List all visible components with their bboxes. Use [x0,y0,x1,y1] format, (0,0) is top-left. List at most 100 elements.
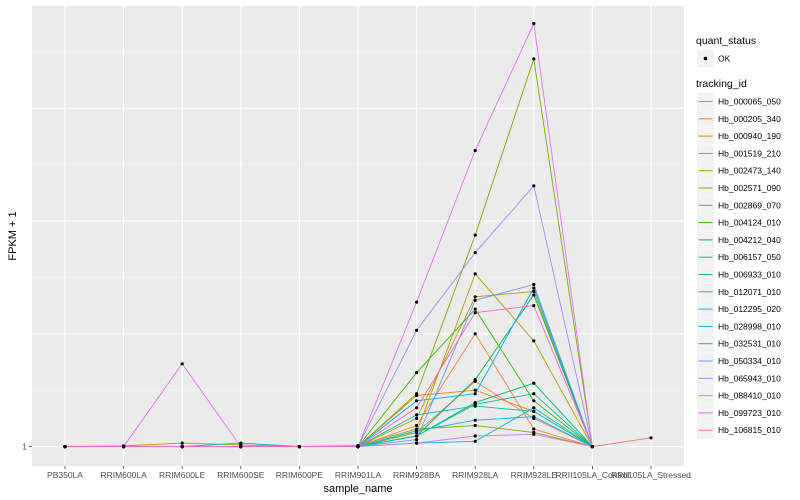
legend-tracking-items: Hb_000065_050 Hb_000205_340 Hb_000940_190 H… [697,93,781,439]
data-point [297,445,301,449]
data-point [473,378,477,382]
data-point [180,441,184,445]
data-point [473,404,477,408]
data-point [180,362,184,366]
legend-label-hb-002571-090: Hb_002571_090 [718,183,781,193]
legend-label-hb-001519-210: Hb_001519_210 [718,148,781,158]
data-point [473,311,477,315]
x-tick-label: RRIM928BA [393,470,441,480]
data-point [532,427,536,431]
x-axis: PB350LA RRIM600LA RRIM600LE RRIM600SE RRIM60… [47,466,691,480]
legend-label-hb-006933-010: Hb_006933_010 [718,270,781,280]
legend-label-hb-000940-190: Hb_000940_190 [718,131,781,141]
data-point [532,304,536,308]
data-point [473,272,477,276]
legend-label-hb-050334-010: Hb_050334_010 [718,356,781,366]
data-point [415,441,419,445]
data-point [63,445,67,449]
x-tick-label: RRIM600LE [159,470,206,480]
data-point [649,436,653,440]
x-tick-label: RRII105LA_Stressed [611,470,691,480]
data-point [532,339,536,343]
data-point [532,184,536,188]
data-point [473,298,477,302]
data-point [122,445,126,449]
series-line-hb-002571-090 [64,425,593,448]
data-point [473,434,477,438]
data-point [532,22,536,26]
data-point [415,434,419,438]
data-point [473,307,477,311]
data-point [473,233,477,237]
legend-label-hb-002869-070: Hb_002869_070 [718,200,781,210]
data-point [532,293,536,297]
data-point [473,423,477,428]
data-point [532,399,536,403]
legend-label-hb-032531-010: Hb_032531_010 [718,339,781,349]
legend-label-hb-002473-140: Hb_002473_140 [718,166,781,176]
y-tick-label: 1 [22,442,27,452]
legend-tracking-title: tracking_id [696,78,747,90]
legend-label-hb-000205-340: Hb_000205_340 [718,114,781,124]
x-axis-title: sample_name [323,483,392,495]
legend-label-hb-099723-010: Hb_099723_010 [718,408,781,418]
data-point [415,328,419,332]
series-line-hb-106815-010 [65,305,593,448]
data-point [532,282,536,287]
y-axis: 1 [22,442,32,452]
data-point [532,415,536,419]
data-point [532,406,536,410]
legend-label-hb-004124-010: Hb_004124_010 [718,218,781,228]
data-point [473,439,477,443]
legend-tracking-id: tracking_id Hb_000065_050Hb_000205_340Hb… [696,78,781,439]
data-point [415,392,419,396]
legend-label-hb-065943-010: Hb_065943_010 [718,373,781,383]
legend-point-ok [703,56,708,61]
legend-label-hb-004212-040: Hb_004212_040 [718,235,781,245]
legend-label-hb-000065-050: Hb_000065_050 [718,97,781,107]
data-point [415,429,419,433]
data-point [415,399,419,403]
data-point [415,416,419,420]
x-tick-label: RRII105LA_Control [556,470,630,480]
y-axis-title: FPKM + 1 [7,211,19,260]
data-point [473,251,477,255]
series-lines [64,22,652,448]
series-points [63,22,653,449]
data-point [473,295,477,299]
legend-label-hb-012071-010: Hb_012071_010 [718,287,781,297]
x-tick-label: RRIM600PE [276,470,324,480]
legend-label-hb-012295-020: Hb_012295_020 [718,304,781,314]
data-point [473,148,477,153]
data-point [239,445,243,449]
data-point [532,409,536,413]
x-tick-label: RRIM928LA [452,470,499,480]
data-point [356,445,360,449]
legend-quant-status: quant_status OK [696,35,756,67]
x-tick-label: PB350LA [47,470,83,480]
data-point [473,388,477,392]
data-point [415,300,419,304]
legend-label-hb-006157-050: Hb_006157_050 [718,252,781,262]
data-point [415,438,419,442]
data-point [239,441,243,445]
legend-label-hb-028998-010: Hb_028998_010 [718,321,781,331]
legend-label-ok: OK [718,54,731,64]
x-tick-label: RRIM600SE [217,470,265,480]
x-tick-label: RRIM928LE [511,470,558,480]
data-point [415,413,419,417]
x-tick-label: RRIM901LA [335,470,382,480]
data-point [473,418,477,422]
data-point [415,406,419,410]
legend-label-hb-106815-010: Hb_106815_010 [718,425,781,435]
x-tick-label: RRIM600LA [100,470,147,480]
data-point [532,286,536,290]
data-point [590,445,595,449]
data-point [180,445,184,449]
data-point [532,432,536,436]
data-point [532,381,536,385]
legend-quant-title: quant_status [696,35,756,47]
data-point [473,332,477,336]
data-point [532,289,536,294]
